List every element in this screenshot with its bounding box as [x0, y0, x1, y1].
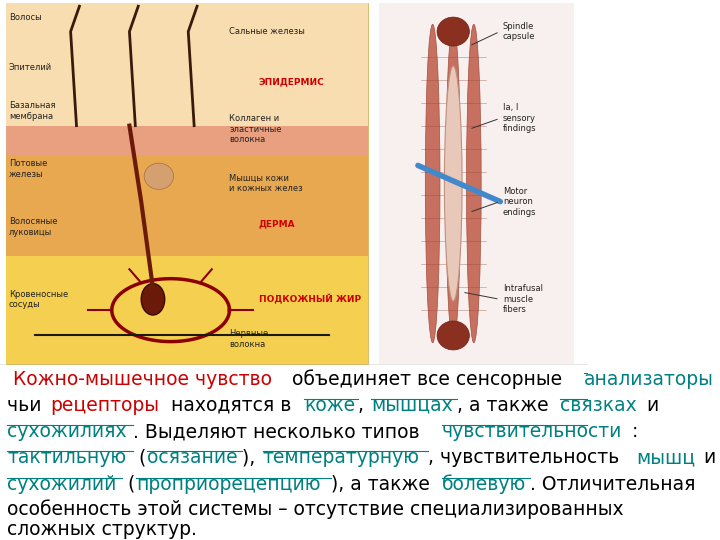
Text: Волосы: Волосы: [9, 12, 42, 22]
Text: Кожно-мышечное чувство: Кожно-мышечное чувство: [7, 370, 272, 389]
Text: особенность этой системы – отсутствие специализированных: особенность этой системы – отсутствие сп…: [7, 499, 624, 519]
Text: Базальная
мембрана: Базальная мембрана: [9, 102, 55, 121]
Text: Motor
neuron
endings: Motor neuron endings: [503, 187, 536, 217]
Text: сухожилиях: сухожилиях: [7, 422, 127, 441]
FancyBboxPatch shape: [6, 126, 368, 154]
Text: ЭПИДЕРМИС: ЭПИДЕРМИС: [259, 78, 325, 87]
Text: температурную: температурную: [263, 448, 420, 467]
Text: связках: связках: [560, 396, 636, 415]
Text: Intrafusal
muscle
fibers: Intrafusal muscle fibers: [503, 285, 543, 314]
Text: , чувствительность: , чувствительность: [428, 448, 626, 467]
Text: Кровеносные
сосуды: Кровеносные сосуды: [9, 289, 68, 309]
Text: Коллаген и
эластичные
волокна: Коллаген и эластичные волокна: [230, 114, 282, 144]
Text: Сальные железы: Сальные железы: [230, 27, 305, 36]
Ellipse shape: [467, 24, 481, 343]
Text: , а также: , а также: [457, 396, 554, 415]
Text: :: :: [632, 422, 638, 441]
Text: анализаторы: анализаторы: [584, 370, 714, 389]
Text: болевую: болевую: [441, 475, 526, 494]
Text: осязание: осязание: [147, 448, 238, 467]
Text: Потовые
железы: Потовые железы: [9, 159, 48, 179]
Ellipse shape: [446, 24, 461, 343]
Text: и: и: [641, 396, 659, 415]
Ellipse shape: [426, 24, 440, 343]
Ellipse shape: [437, 17, 469, 46]
Text: проприорецепцию: проприорецепцию: [137, 475, 321, 494]
Text: сложных структур.: сложных структур.: [7, 520, 197, 539]
Text: Волосяные
луковицы: Волосяные луковицы: [9, 217, 58, 237]
Text: (: (: [132, 448, 146, 467]
Text: (: (: [122, 475, 136, 494]
Text: . Выделяют несколько типов: . Выделяют несколько типов: [133, 422, 426, 441]
Text: ),: ),: [243, 448, 261, 467]
Text: сухожилий: сухожилий: [7, 475, 117, 494]
FancyBboxPatch shape: [6, 3, 368, 126]
Text: рецепторы: рецепторы: [50, 396, 158, 415]
Text: Эпителий: Эпителий: [9, 63, 52, 72]
Text: ПОДКОЖНЫЙ ЖИР: ПОДКОЖНЫЙ ЖИР: [259, 294, 361, 305]
Text: ), а также: ), а также: [331, 475, 436, 494]
Text: Нервные
волокна: Нервные волокна: [230, 329, 269, 349]
Text: мышц: мышц: [636, 448, 696, 467]
FancyBboxPatch shape: [379, 3, 574, 364]
Text: тактильную: тактильную: [7, 448, 126, 467]
Text: коже: коже: [305, 396, 356, 415]
Text: находятся в: находятся в: [165, 396, 297, 415]
Ellipse shape: [141, 284, 165, 315]
Text: ДЕРМА: ДЕРМА: [259, 219, 295, 228]
Text: чьи: чьи: [7, 396, 48, 415]
Ellipse shape: [437, 321, 469, 350]
Text: объединяет все сенсорные: объединяет все сенсорные: [287, 370, 569, 389]
Text: ,: ,: [358, 396, 370, 415]
Text: Мышцы кожи
и кожных желез: Мышцы кожи и кожных желез: [230, 174, 303, 193]
Text: Spindle
capsule: Spindle capsule: [503, 22, 535, 41]
Text: . Отличительная: . Отличительная: [531, 475, 696, 494]
FancyBboxPatch shape: [6, 3, 368, 364]
FancyBboxPatch shape: [6, 154, 368, 256]
FancyBboxPatch shape: [6, 256, 368, 364]
Text: чувствительности: чувствительности: [441, 422, 622, 441]
Text: мышцах: мышцах: [371, 396, 453, 415]
Text: Ia, I
sensory
findings: Ia, I sensory findings: [503, 104, 536, 133]
Ellipse shape: [144, 163, 174, 190]
Text: и: и: [698, 448, 716, 467]
Ellipse shape: [444, 66, 462, 301]
